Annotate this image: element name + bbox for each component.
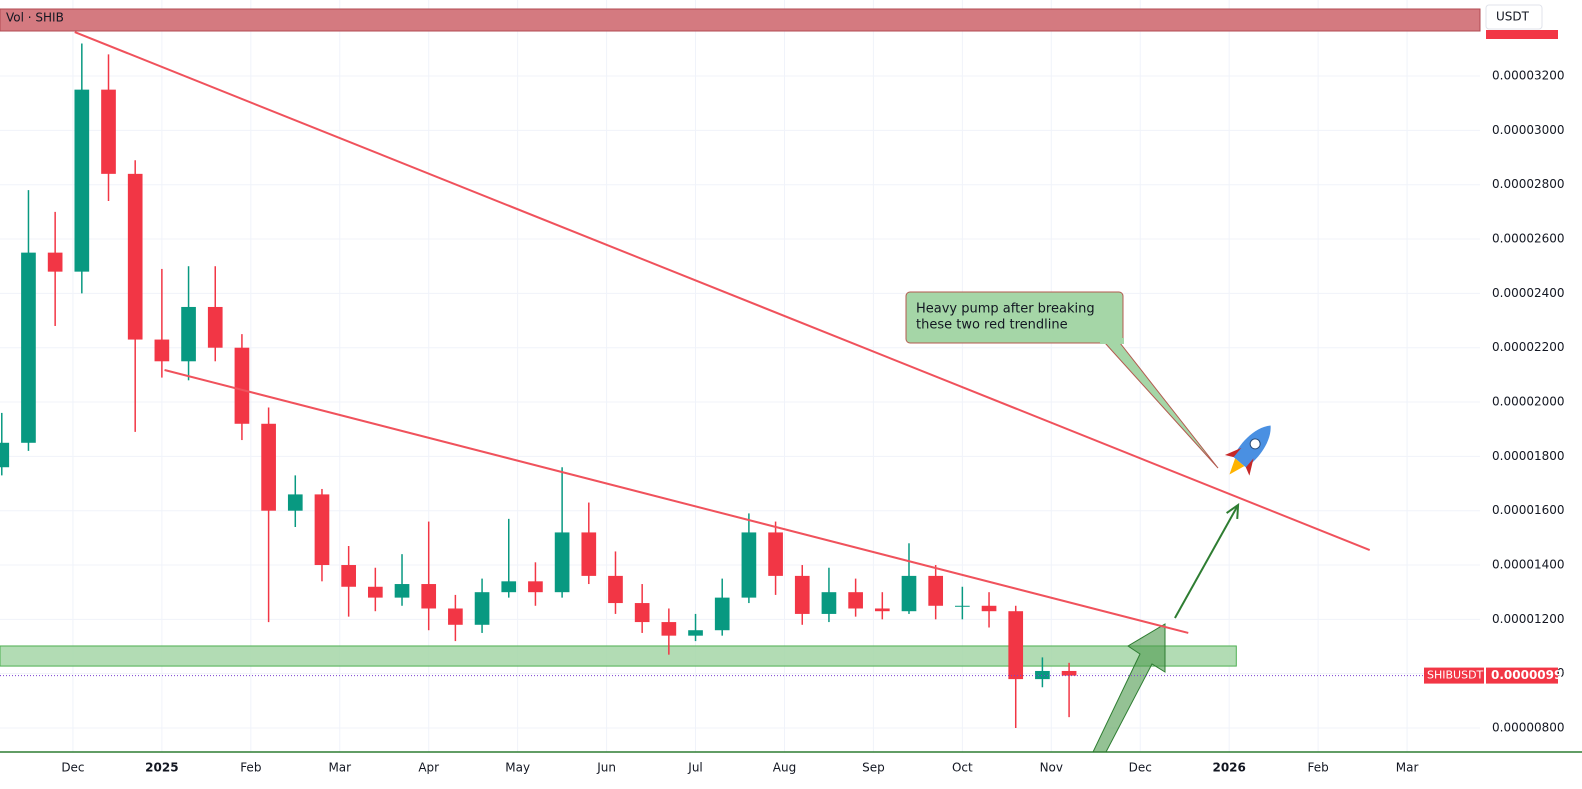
candle-body xyxy=(74,89,90,272)
x-tick-label: Mar xyxy=(328,761,351,775)
price-value: 0.00000993 xyxy=(1491,668,1571,682)
candle-body xyxy=(314,494,330,566)
candle-body xyxy=(848,592,863,609)
candle-body xyxy=(981,605,997,612)
candle-body xyxy=(47,252,63,272)
x-tick-label: 2026 xyxy=(1212,761,1245,775)
x-tick-label: May xyxy=(505,761,530,775)
y-tick-label: 0.00002400 xyxy=(1492,286,1565,300)
candle-body xyxy=(714,597,730,631)
y-tick-label: 0.00002600 xyxy=(1492,232,1565,246)
annotation-line: Heavy pump after breaking xyxy=(916,302,1095,317)
candle-body xyxy=(207,306,223,348)
candle-body xyxy=(741,532,757,598)
candle-body xyxy=(154,339,170,362)
zone xyxy=(0,645,1237,667)
candle-body xyxy=(367,586,383,598)
currency: USDT xyxy=(1496,10,1530,24)
x-tick-label: Feb xyxy=(240,761,261,775)
y-tick-label: 0.00003000 xyxy=(1492,123,1565,137)
candle-body xyxy=(501,581,517,593)
rocket-window xyxy=(1249,438,1261,450)
callout-joint xyxy=(1100,338,1124,344)
candle-body xyxy=(394,584,410,598)
overlay-layer: Vol · SHIB USDT Heavy pump after breakin… xyxy=(0,4,1582,775)
candle-body xyxy=(448,608,463,625)
candle-body xyxy=(127,173,143,340)
candle-body xyxy=(101,89,116,174)
annotation-line: these two red trendline xyxy=(916,318,1068,333)
x-tick-label: Oct xyxy=(952,761,973,775)
candle-body xyxy=(928,575,944,606)
candle-body xyxy=(21,252,36,443)
y-tick-label: 0.00002800 xyxy=(1492,177,1565,191)
y-tick-label: 0.00002000 xyxy=(1492,395,1565,409)
candle-body xyxy=(528,581,543,593)
x-tick-label: Apr xyxy=(418,761,439,775)
candle-body xyxy=(688,630,703,636)
y-tick-label: 0.00001800 xyxy=(1492,449,1565,463)
y-tick-label: 0.00003200 xyxy=(1492,69,1565,83)
candle-body xyxy=(768,532,783,576)
callout-box xyxy=(905,291,1124,344)
price-name-tag xyxy=(1424,667,1484,684)
arrow xyxy=(1174,504,1239,619)
x-tick-label: Jul xyxy=(687,761,702,775)
candle-body xyxy=(1061,670,1077,676)
candle-body xyxy=(421,584,437,609)
shape-layer xyxy=(0,645,1237,667)
x-tick-label: Nov xyxy=(1040,761,1063,775)
trendline xyxy=(164,369,1189,634)
big-arrow xyxy=(1092,623,1166,753)
header: Vol · SHIB xyxy=(6,11,64,25)
currency-box xyxy=(1485,4,1543,30)
y-tick-label: 0.00000800 xyxy=(1492,721,1565,735)
candle-body xyxy=(794,575,810,614)
x-tick-label: Aug xyxy=(773,761,796,775)
candle-body xyxy=(955,605,970,607)
y-tick-label: 0.00001600 xyxy=(1492,503,1565,517)
candle-body xyxy=(554,532,570,593)
x-tick-label: Dec xyxy=(1129,761,1152,775)
price-tag xyxy=(1486,667,1558,684)
candle-body xyxy=(474,592,490,625)
top-price-tag xyxy=(1486,30,1558,39)
rocket-flame xyxy=(1229,458,1245,475)
x-tick-label: 2025 xyxy=(145,761,178,775)
candle-body xyxy=(1035,670,1050,680)
candle-body xyxy=(901,575,917,612)
candle-body xyxy=(181,306,196,362)
y-tick-label: 0.00002200 xyxy=(1492,340,1565,354)
candle-body xyxy=(341,565,356,587)
price-name: SHIBUSDT xyxy=(1427,669,1484,682)
candle-body xyxy=(634,603,650,623)
candle-body xyxy=(581,532,597,576)
candle-body xyxy=(874,608,890,612)
candle-body xyxy=(608,575,623,604)
x-tick-label: Jun xyxy=(596,761,616,775)
candle-body xyxy=(0,442,10,468)
arrow-head xyxy=(1226,502,1240,520)
candle-layer xyxy=(0,43,1077,729)
candle-body xyxy=(1008,611,1024,680)
candle-body xyxy=(234,347,250,424)
candle-body xyxy=(661,622,677,636)
rocket xyxy=(1224,425,1271,476)
top-band xyxy=(0,8,1481,32)
candle-body xyxy=(821,592,837,614)
candle-body xyxy=(287,494,303,511)
y-tick-label: 0.00001400 xyxy=(1492,558,1565,572)
candle-body xyxy=(261,423,276,511)
x-tick-label: Mar xyxy=(1396,761,1419,775)
rocket-fins xyxy=(1224,447,1254,476)
trendline xyxy=(74,31,1371,552)
y-tick-label: 0.00001200 xyxy=(1492,612,1565,626)
x-tick-label: Feb xyxy=(1308,761,1329,775)
x-tick-label: Dec xyxy=(61,761,84,775)
x-tick-label: Sep xyxy=(862,761,885,775)
